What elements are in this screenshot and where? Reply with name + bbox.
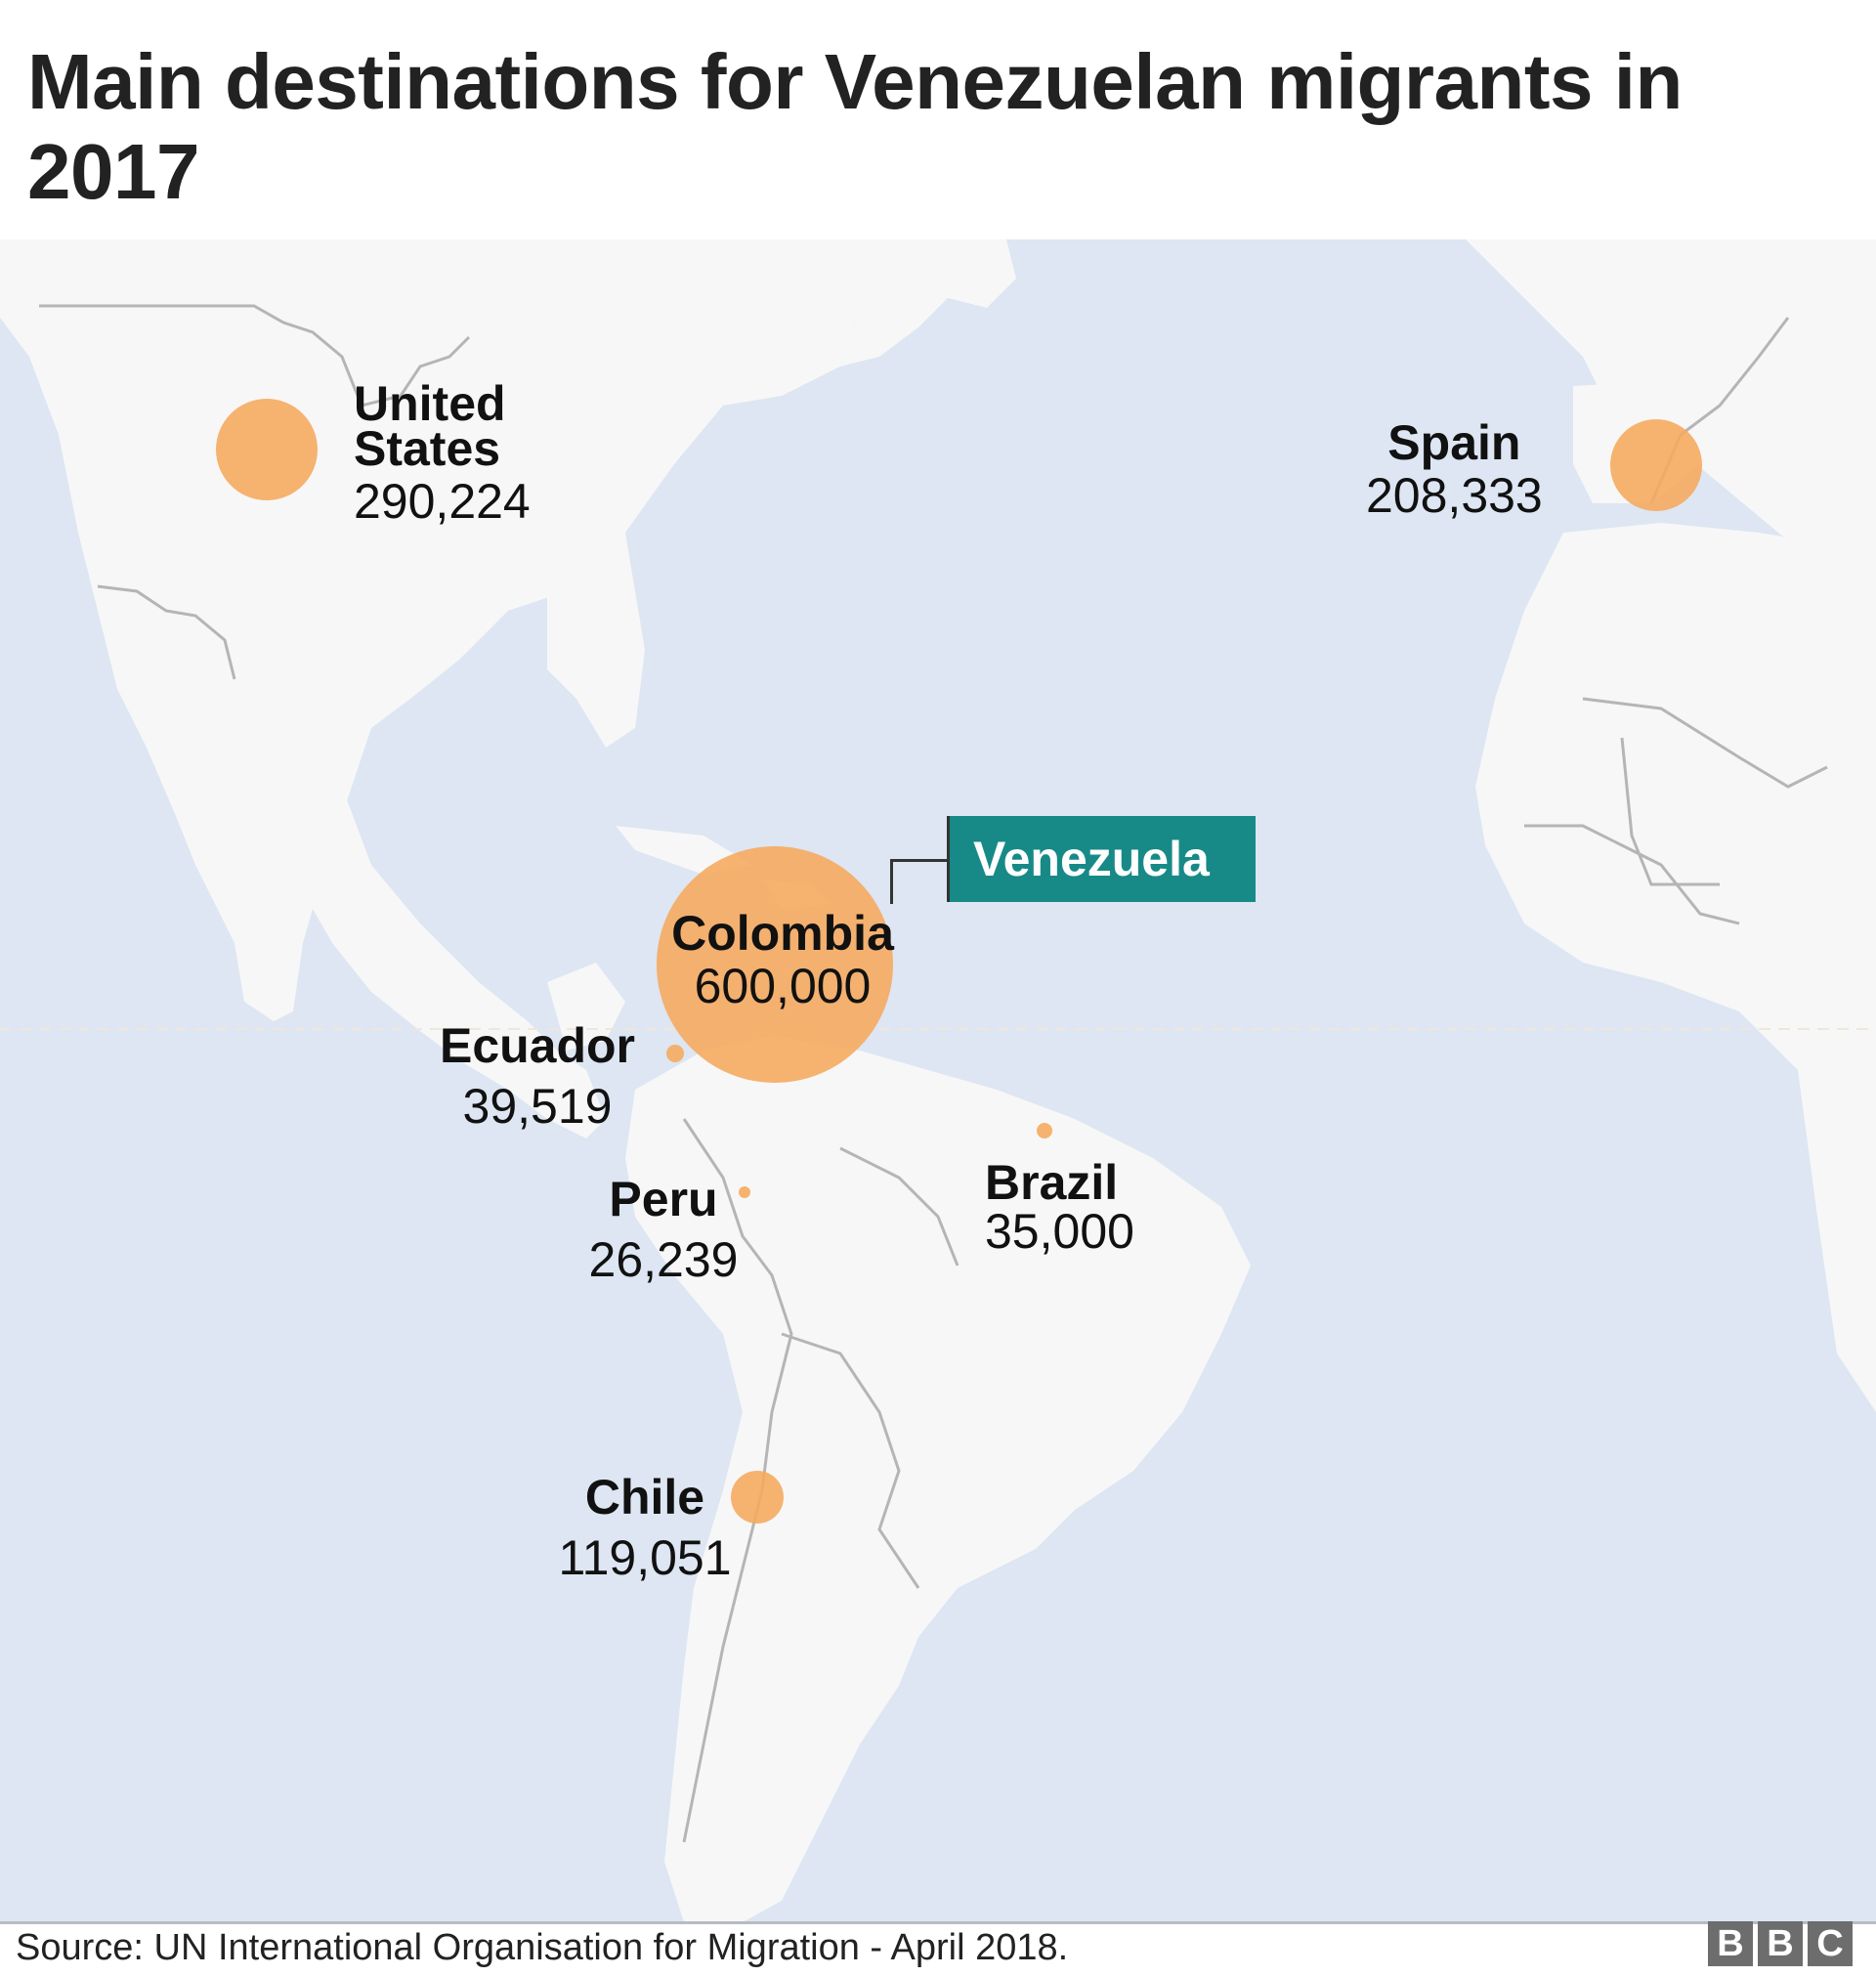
origin-label-venezuela: Venezuela <box>947 816 1256 902</box>
bbc-logo-letter: C <box>1808 1921 1853 1966</box>
label-spain: Spain 208,333 <box>1366 418 1543 520</box>
chart-title: Main destinations for Venezuelan migrant… <box>27 38 1683 215</box>
source-note: Source: UN International Organisation fo… <box>16 1927 1069 1968</box>
venezuela-leader-v <box>890 859 893 904</box>
label-value: 208,333 <box>1366 468 1543 523</box>
label-name: Spain <box>1387 415 1521 470</box>
bbc-logo: B B C <box>1708 1921 1853 1966</box>
label-value: 26,239 <box>588 1232 739 1287</box>
bubble-peru <box>739 1186 750 1198</box>
footer-divider <box>0 1921 1876 1924</box>
bubble-chile <box>731 1471 784 1524</box>
label-value: 290,224 <box>354 474 531 529</box>
label-ecuador: Ecuador 39,519 <box>430 1021 645 1131</box>
bubble-ecuador <box>666 1045 684 1062</box>
bbc-logo-letter: B <box>1708 1921 1753 1966</box>
label-name: Ecuador <box>439 1018 636 1073</box>
label-united-states: United States 290,224 <box>354 379 531 526</box>
label-peru: Peru 26,239 <box>580 1175 746 1284</box>
bubble-colombia <box>657 846 893 1083</box>
venezuela-leader-h <box>890 859 947 862</box>
map-area: United States 290,224 Spain 208,333 Colo… <box>0 239 1876 1922</box>
label-name: States <box>354 421 501 476</box>
label-name: Chile <box>584 1470 705 1525</box>
label-value: 35,000 <box>985 1204 1134 1259</box>
bbc-logo-letter: B <box>1758 1921 1803 1966</box>
label-name: Peru <box>609 1172 718 1226</box>
label-value: 600,000 <box>694 959 872 1013</box>
label-brazil: Brazil 35,000 <box>985 1158 1134 1256</box>
label-name: Brazil <box>985 1155 1119 1210</box>
label-name: Colombia <box>671 906 894 961</box>
origin-label-text: Venezuela <box>973 832 1210 886</box>
bubble-united-states <box>216 399 318 500</box>
label-value: 39,519 <box>462 1079 613 1134</box>
bubble-brazil <box>1037 1123 1052 1138</box>
bubble-spain <box>1610 419 1702 511</box>
label-value: 119,051 <box>558 1530 732 1585</box>
label-name: United <box>354 376 506 431</box>
label-chile: Chile 119,051 <box>557 1473 733 1582</box>
basemap <box>0 239 1876 1922</box>
label-colombia: Colombia 600,000 <box>661 909 905 1010</box>
